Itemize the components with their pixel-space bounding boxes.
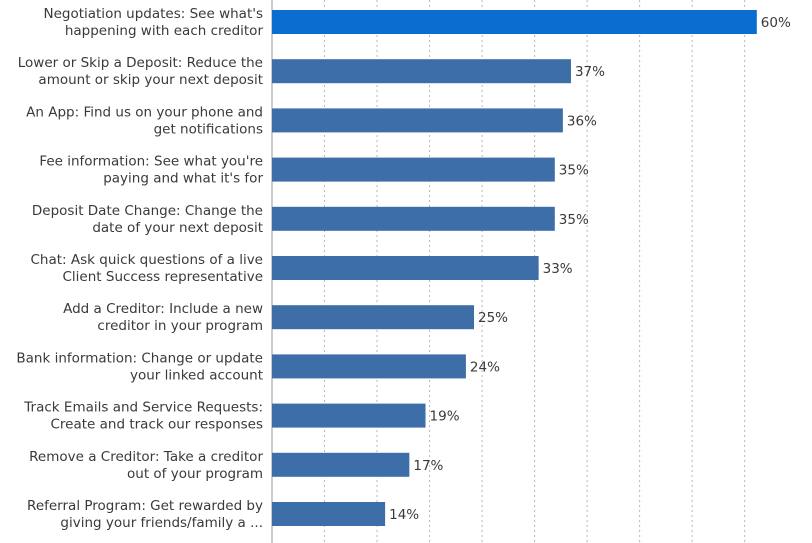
category-label: Chat: Ask quick questions of a live Clien…	[31, 252, 264, 285]
value-label: 24%	[470, 359, 500, 375]
value-label: 35%	[559, 212, 589, 228]
category-label: An App: Find us on your phone and get not…	[26, 104, 263, 137]
value-label: 14%	[389, 507, 419, 523]
category-label-line: date of your next deposit	[92, 220, 263, 236]
bar[interactable]	[272, 206, 555, 231]
category-label-line: An App: Find us on your phone and	[26, 104, 263, 120]
category-label: Deposit Date Change: Change the date of y…	[32, 203, 263, 236]
category-label-line: happening with each creditor	[65, 23, 264, 39]
bars-group	[272, 10, 757, 526]
category-label: Fee information: See what you're paying a…	[39, 154, 263, 187]
category-label: Track Emails and Service Requests: Create…	[23, 400, 263, 433]
category-label: Lower or Skip a Deposit: Reduce the amoun…	[18, 55, 263, 88]
bar[interactable]	[272, 157, 555, 182]
category-label-line: Negotiation updates: See what's	[43, 6, 263, 22]
bar[interactable]	[272, 10, 757, 34]
category-label-line: Bank information: Change or update	[16, 350, 263, 366]
bar[interactable]	[272, 403, 426, 428]
bar[interactable]	[272, 108, 563, 133]
value-label: 25%	[478, 310, 508, 326]
category-label-line: Client Success representative	[63, 269, 264, 285]
bar[interactable]	[272, 59, 571, 84]
value-labels-group: 60% 37% 36% 35% 35% 33% 25% 24% 19% 17% 14%	[389, 15, 791, 523]
value-label: 35%	[559, 163, 589, 179]
bar[interactable]	[272, 305, 474, 330]
category-labels-group: Negotiation updates: See what's happening…	[16, 6, 263, 531]
category-label-line: creditor in your program	[97, 318, 263, 334]
value-label: 33%	[543, 261, 573, 277]
value-label: 37%	[575, 64, 605, 80]
category-label-line: your linked account	[130, 367, 263, 383]
category-label-line: Referral Program: Get rewarded by	[27, 498, 263, 514]
category-label: Remove a Creditor: Take a creditor out of…	[29, 449, 263, 482]
category-label-line: Deposit Date Change: Change the	[32, 203, 263, 219]
category-label: Bank information: Change or update your l…	[16, 350, 263, 383]
category-label-line: Fee information: See what you're	[39, 154, 263, 170]
category-label-line: Track Emails and Service Requests:	[23, 400, 263, 416]
category-label-line: out of your program	[127, 466, 263, 482]
category-label: Negotiation updates: See what's happening…	[43, 6, 263, 39]
category-label-line: giving your friends/family a ...	[60, 515, 263, 531]
value-label: 17%	[413, 458, 443, 474]
bar[interactable]	[272, 452, 410, 477]
category-label-line: amount or skip your next deposit	[38, 72, 263, 88]
bar[interactable]	[272, 256, 539, 280]
category-label: Referral Program: Get rewarded by giving …	[27, 498, 263, 531]
category-label-line: Chat: Ask quick questions of a live	[31, 252, 264, 268]
category-label-line: Remove a Creditor: Take a creditor	[29, 449, 263, 465]
value-label: 36%	[567, 113, 597, 129]
category-label-line: paying and what it's for	[103, 171, 263, 187]
value-label: 19%	[430, 409, 460, 425]
category-label: Add a Creditor: Include a new creditor in…	[63, 301, 263, 334]
bar[interactable]	[272, 502, 386, 526]
category-label-line: Create and track our responses	[51, 417, 264, 433]
category-label-line: Add a Creditor: Include a new	[63, 301, 263, 317]
category-label-line: get notifications	[154, 121, 263, 137]
category-label-line: Lower or Skip a Deposit: Reduce the	[18, 55, 263, 71]
bar[interactable]	[272, 354, 466, 379]
value-label: 60%	[761, 15, 791, 31]
